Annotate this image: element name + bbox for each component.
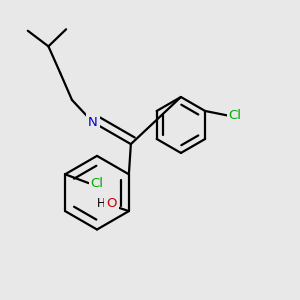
Text: O: O xyxy=(106,197,116,210)
Text: H: H xyxy=(97,197,105,210)
Text: N: N xyxy=(88,116,98,128)
Text: Cl: Cl xyxy=(90,177,103,190)
Text: Cl: Cl xyxy=(229,109,242,122)
